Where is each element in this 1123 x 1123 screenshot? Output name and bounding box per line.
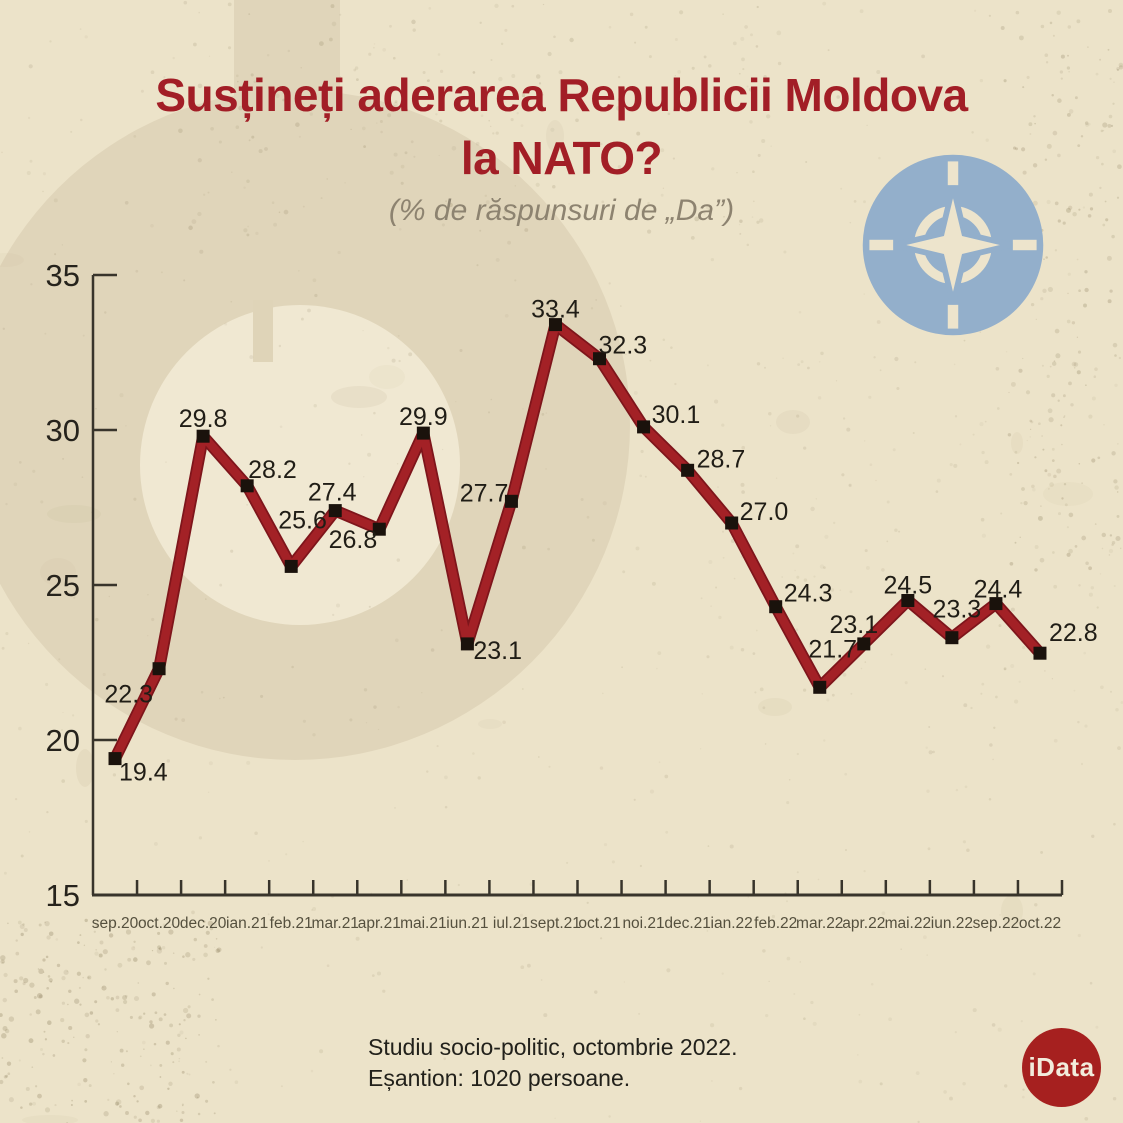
- data-label: 23.1: [829, 611, 878, 639]
- data-label: 24.4: [974, 576, 1023, 604]
- svg-text:apr.22: apr.22: [842, 915, 885, 932]
- page-title-line2: la NATO?: [460, 132, 663, 184]
- svg-text:30: 30: [46, 413, 80, 448]
- line-series-shadow: [109, 318, 1046, 765]
- nato-cardinal-ticks: [869, 161, 1037, 329]
- data-label: 23.1: [473, 637, 522, 665]
- svg-text:ian.22: ian.22: [711, 915, 753, 932]
- svg-text:oct.22: oct.22: [1019, 915, 1061, 932]
- svg-text:iun.22: iun.22: [931, 915, 973, 932]
- svg-text:sept.21: sept.21: [530, 915, 581, 932]
- data-labels: 19.4 22.3 29.8 28.2 25.627.4 26.8 29.9 23.1 27.7…: [104, 296, 1097, 787]
- svg-text:mai.22: mai.22: [885, 915, 932, 932]
- svg-text:feb.21: feb.21: [270, 915, 313, 932]
- svg-text:15: 15: [46, 878, 80, 913]
- data-label: 29.9: [399, 403, 448, 431]
- svg-text:mai.21: mai.21: [400, 915, 447, 932]
- svg-text:oct.21: oct.21: [578, 915, 620, 932]
- data-label: 28.7: [697, 445, 746, 473]
- svg-text:25: 25: [46, 568, 80, 603]
- footer-line2: Eșantion: 1020 persoane.: [368, 1065, 631, 1091]
- svg-text:mar.21: mar.21: [312, 915, 359, 932]
- svg-text:iun.21: iun.21: [446, 915, 488, 932]
- svg-text:mar.22: mar.22: [796, 915, 843, 932]
- data-label: 27.4: [308, 479, 357, 507]
- svg-text:ian.21: ian.21: [226, 915, 268, 932]
- idata-logo: iData: [1022, 1028, 1101, 1107]
- x-axis-labels: sep.20 oct.20 dec.20 ian.21 feb.21mar.21apr.…: [92, 915, 1061, 932]
- svg-text:iul.21: iul.21: [493, 915, 530, 932]
- data-label: 24.5: [884, 572, 933, 600]
- svg-text:apr.21: apr.21: [358, 915, 401, 932]
- axes: [91, 273, 1064, 897]
- data-label: 21.7: [808, 635, 857, 663]
- nato-compass-icon: [862, 154, 1044, 336]
- data-label: 27.0: [740, 498, 789, 526]
- data-label: 29.8: [179, 405, 228, 433]
- svg-text:noi.21: noi.21: [622, 915, 664, 932]
- svg-text:sep.20: sep.20: [92, 915, 139, 932]
- data-label: 23.3: [933, 596, 982, 624]
- subtitle: (% de răspunsuri de „Da”): [388, 194, 735, 227]
- page-title: Susțineți aderarea Republicii Moldova la…: [0, 64, 1123, 190]
- y-axis-labels: 15 20 25 30 35: [46, 258, 80, 913]
- data-label: 22.3: [104, 681, 153, 709]
- data-label: 27.7: [460, 479, 509, 507]
- watermark-stem: [234, 0, 340, 232]
- line-series: [110, 320, 1045, 763]
- svg-text:feb.22: feb.22: [754, 915, 797, 932]
- nato-star: [893, 185, 1013, 305]
- watermark-mark: [253, 300, 273, 362]
- svg-text:oct.20: oct.20: [138, 915, 181, 932]
- data-label: 28.2: [248, 456, 297, 484]
- svg-text:20: 20: [46, 723, 80, 758]
- data-label: 26.8: [329, 526, 378, 554]
- svg-text:sep.22: sep.22: [973, 915, 1020, 932]
- svg-text:35: 35: [46, 258, 80, 293]
- data-markers: [108, 318, 1047, 766]
- data-label: 19.4: [119, 759, 168, 787]
- data-label: 24.3: [784, 580, 833, 608]
- page-title-line1: Susțineți aderarea Republicii Moldova: [155, 69, 968, 121]
- data-label: 33.4: [531, 296, 580, 324]
- svg-text:dec.21: dec.21: [664, 915, 711, 932]
- data-label: 25.6: [278, 506, 327, 534]
- footer-note: Studiu socio-politic, octombrie 2022. Eș…: [368, 1032, 737, 1094]
- data-label: 32.3: [599, 332, 648, 360]
- footer-line1: Studiu socio-politic, octombrie 2022.: [368, 1034, 738, 1060]
- svg-text:dec.20: dec.20: [180, 915, 227, 932]
- data-label: 30.1: [652, 401, 701, 429]
- idata-logo-label: iData: [1028, 1052, 1095, 1082]
- data-label: 22.8: [1049, 619, 1098, 647]
